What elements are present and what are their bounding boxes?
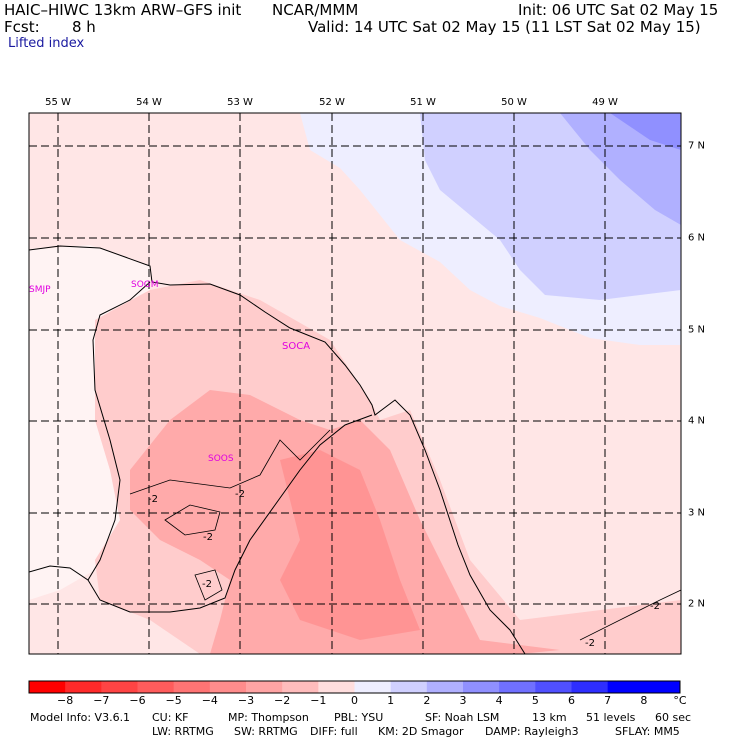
field-pink-3 <box>280 450 420 640</box>
colorbar-swatch <box>354 681 392 693</box>
colorbar <box>29 681 681 693</box>
contour-line <box>129 429 331 495</box>
valid-time: Valid: 14 UTC Sat 02 May 15 (11 LST Sat … <box>308 18 701 36</box>
colorbar-tick-label: −1 <box>310 694 327 707</box>
station-sogm: SOGM <box>131 280 159 290</box>
colorbar-swatch <box>282 681 319 693</box>
footer-model-info: Model Info: V3.6.1 <box>30 711 131 724</box>
lon-label-50w: 50 W <box>501 97 527 108</box>
contour-label: -2 <box>235 489 245 500</box>
border-east <box>87 414 373 613</box>
footer-levels: 51 levels <box>586 711 636 724</box>
colorbar-tick-label: −5 <box>165 694 182 707</box>
footer-mp: MP: Thompson <box>228 711 309 724</box>
footer-pbl: PBL: YSU <box>334 711 384 724</box>
footer-cu: CU: KF <box>152 711 189 724</box>
model-title: HAIC–HIWC 13km ARW–GFS init <box>4 1 242 19</box>
contour-line <box>194 569 223 601</box>
field-name: Lifted index <box>8 36 85 51</box>
colorbar-swatch <box>101 681 138 693</box>
colorbar-tick-label: −8 <box>57 694 74 707</box>
init-time: Init: 06 UTC Sat 02 May 15 <box>518 1 719 19</box>
colorbar-swatch <box>463 681 500 693</box>
contour-line <box>164 504 221 536</box>
contour-label: -2 <box>650 601 660 612</box>
footer-diff: DIFF: full <box>310 725 358 738</box>
footer-sflay: SFLAY: MM5 <box>615 725 680 738</box>
colorbar-tick-label: 4 <box>495 694 503 707</box>
colorbar-swatch <box>390 681 428 693</box>
colorbar-swatch <box>643 681 681 693</box>
field-blue-dark <box>560 113 681 225</box>
colorbar-frame <box>28 680 681 694</box>
contour-label: -2 <box>585 638 595 649</box>
colorbar-swatch <box>571 681 609 693</box>
colorbar-swatch <box>137 681 175 693</box>
colorbar-tick-label: −3 <box>237 694 255 707</box>
lat-label-7n: 7 N <box>688 140 706 152</box>
border-west <box>29 281 151 581</box>
forecast-label: Fcst: <box>4 18 40 36</box>
field-pale-west <box>29 245 150 600</box>
colorbar-tick-label: 5 <box>531 694 539 707</box>
colorbar-tick-label: −7 <box>93 694 110 707</box>
coastline <box>29 245 526 654</box>
contour-label: -2 <box>202 579 212 590</box>
colorbar-swatch <box>535 681 572 693</box>
colorbar-tick-label: −2 <box>274 694 291 707</box>
colorbar-swatch <box>499 681 536 693</box>
lon-label-53w: 53 W <box>227 97 253 108</box>
colorbar-swatch <box>29 681 66 693</box>
colorbar-tick-label: −4 <box>201 694 218 707</box>
lon-label-55w: 55 W <box>45 97 71 108</box>
lon-label-49w: 49 W <box>592 97 618 108</box>
contour-label: -2 <box>203 532 213 543</box>
lon-label-54w: 54 W <box>136 97 162 108</box>
colorbar-tick-label: 0 <box>351 694 358 707</box>
colorbar-tick-label: 2 <box>423 694 431 707</box>
org-label: NCAR/MMM <box>272 1 359 19</box>
colorbar-swatch <box>426 681 464 693</box>
contour-label: -2 <box>148 494 158 505</box>
lat-label-3n: 3 N <box>688 507 706 519</box>
footer-km: KM: 2D Smagor <box>378 725 464 738</box>
colorbar-tick-label: 8 <box>640 694 648 707</box>
colorbar-swatch <box>246 681 283 693</box>
footer-sf: SF: Noah LSM <box>425 711 500 724</box>
lat-label-5n: 5 N <box>688 324 706 336</box>
colorbar-swatch <box>318 681 355 693</box>
colorbar-swatch <box>607 681 645 693</box>
colorbar-tick-label: 3 <box>459 694 467 707</box>
station-soca: SOCA <box>282 341 310 352</box>
colorbar-tick-label: 6 <box>568 694 575 707</box>
colorbar-swatch <box>209 681 247 693</box>
map-frame <box>28 112 682 655</box>
station-soos: SOOS <box>208 454 234 464</box>
colorbar-tick-label: −6 <box>129 694 146 707</box>
lat-label-2n: 2 N <box>688 598 706 610</box>
colorbar-tick-label: 1 <box>387 694 395 707</box>
lon-label-52w: 52 W <box>319 97 345 108</box>
station-smjp: SMJP <box>29 285 51 295</box>
colorbar-tick-label: 7 <box>604 694 612 707</box>
lat-label-6n: 6 N <box>688 232 706 244</box>
lon-label-51w: 51 W <box>410 97 436 108</box>
footer-sw: SW: RRTMG <box>234 725 298 738</box>
field-blue-darkest <box>610 113 681 150</box>
colorbar-unit: °C <box>673 694 687 707</box>
footer-damp: DAMP: Rayleigh3 <box>485 725 579 738</box>
footer-timestep: 60 sec <box>655 711 692 724</box>
colorbar-swatch <box>173 681 211 693</box>
forecast-hour: 8 h <box>72 18 96 36</box>
footer-res: 13 km <box>532 711 567 724</box>
contour-line <box>579 589 681 641</box>
footer-lw: LW: RRTMG <box>152 725 214 738</box>
colorbar-swatch <box>65 681 102 693</box>
lat-label-4n: 4 N <box>688 415 706 427</box>
